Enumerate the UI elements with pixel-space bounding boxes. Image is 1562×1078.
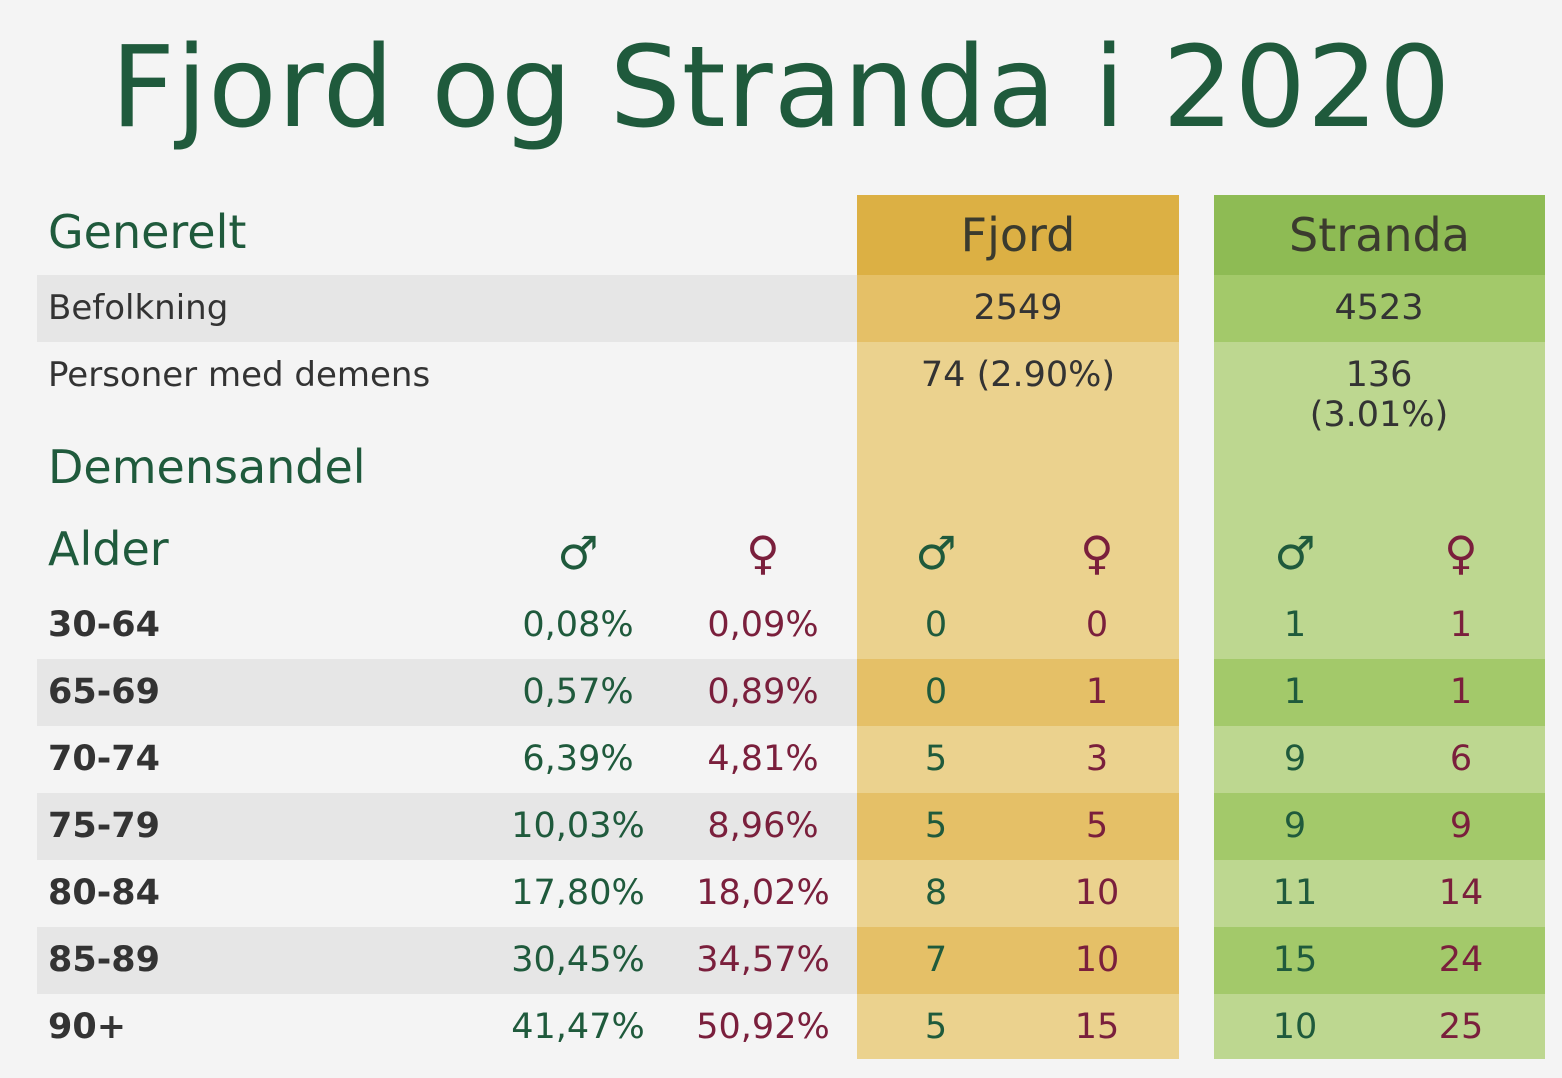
stranda-male: 11: [1272, 873, 1318, 913]
age-label: 90+: [48, 1007, 127, 1047]
age-label: 65-69: [48, 672, 160, 712]
demens-label: Personer med demens: [48, 355, 431, 395]
fjord-male: 8: [924, 873, 948, 913]
pct-male: 0,57%: [522, 672, 634, 712]
fjord-female: 10: [1074, 873, 1120, 913]
fjord-male: 0: [924, 672, 948, 712]
fjord-male: 5: [924, 739, 948, 779]
pct-male: 17,80%: [511, 873, 645, 913]
age-label: 70-74: [48, 739, 160, 779]
demens-fjord: 74 (2.90%): [920, 355, 1116, 395]
fjord-male: 0: [924, 605, 948, 645]
stranda-male: 15: [1272, 940, 1318, 980]
pct-male: 0,08%: [522, 605, 634, 645]
pct-male: 41,47%: [511, 1007, 645, 1047]
pct-male: 30,45%: [511, 940, 645, 980]
fjord-female: 0: [1085, 605, 1109, 645]
stripe-75-79: [37, 793, 1545, 860]
stranda-header: Stranda: [1289, 208, 1470, 262]
section-alder: Alder: [48, 522, 169, 576]
stripe-85-89: [37, 927, 1545, 994]
stranda-female: 1: [1449, 605, 1473, 645]
age-label: 80-84: [48, 873, 160, 913]
pct-male: 10,03%: [511, 806, 645, 846]
male-icon: ♂: [557, 526, 599, 580]
stranda-male: 1: [1283, 605, 1307, 645]
fjord-male: 5: [924, 1007, 948, 1047]
pct-female: 18,02%: [696, 873, 830, 913]
pct-female: 50,92%: [696, 1007, 830, 1047]
stranda-header-bg: [1214, 195, 1545, 275]
age-label: 75-79: [48, 806, 160, 846]
befolkning-fjord: 2549: [973, 288, 1063, 328]
stranda-female: 24: [1438, 940, 1484, 980]
pct-female: 34,57%: [696, 940, 830, 980]
fjord-female: 15: [1074, 1007, 1120, 1047]
age-label: 85-89: [48, 940, 160, 980]
female-icon: ♀: [1080, 526, 1114, 580]
stranda-female: 6: [1449, 739, 1473, 779]
stranda-male: 10: [1272, 1007, 1318, 1047]
male-icon: ♂: [1274, 526, 1316, 580]
stranda-male: 9: [1283, 739, 1307, 779]
befolkning-stranda: 4523: [1334, 288, 1424, 328]
fjord-female: 5: [1085, 806, 1109, 846]
pct-female: 8,96%: [707, 806, 819, 846]
fjord-header-bg: [857, 195, 1179, 275]
fjord-female: 10: [1074, 940, 1120, 980]
age-label: 30-64: [48, 605, 160, 645]
female-icon: ♀: [1444, 526, 1478, 580]
stranda-male: 1: [1283, 672, 1307, 712]
fjord-female: 1: [1085, 672, 1109, 712]
stranda-female: 14: [1438, 873, 1484, 913]
fjord-header: Fjord: [960, 208, 1076, 262]
pct-female: 0,89%: [707, 672, 819, 712]
male-icon: ♂: [915, 526, 957, 580]
stranda-female: 9: [1449, 806, 1473, 846]
section-demensandel: Demensandel: [48, 440, 366, 494]
stripe-65-69: [37, 659, 1545, 726]
pct-female: 4,81%: [707, 739, 819, 779]
stripe-befolkning: [37, 275, 1545, 342]
stranda-female: 25: [1438, 1007, 1484, 1047]
fjord-female: 3: [1085, 739, 1109, 779]
fjord-male: 7: [924, 940, 948, 980]
stranda-female: 1: [1449, 672, 1473, 712]
page-title: Fjord og Stranda i 2020: [110, 23, 1452, 153]
pct-female: 0,09%: [707, 605, 819, 645]
stranda-male: 9: [1283, 806, 1307, 846]
fjord-male: 5: [924, 806, 948, 846]
section-generelt: Generelt: [48, 205, 247, 259]
demens-stranda: 136 (3.01%): [1309, 355, 1449, 435]
pct-male: 6,39%: [522, 739, 634, 779]
female-icon: ♀: [746, 526, 780, 580]
befolkning-label: Befolkning: [48, 288, 229, 328]
